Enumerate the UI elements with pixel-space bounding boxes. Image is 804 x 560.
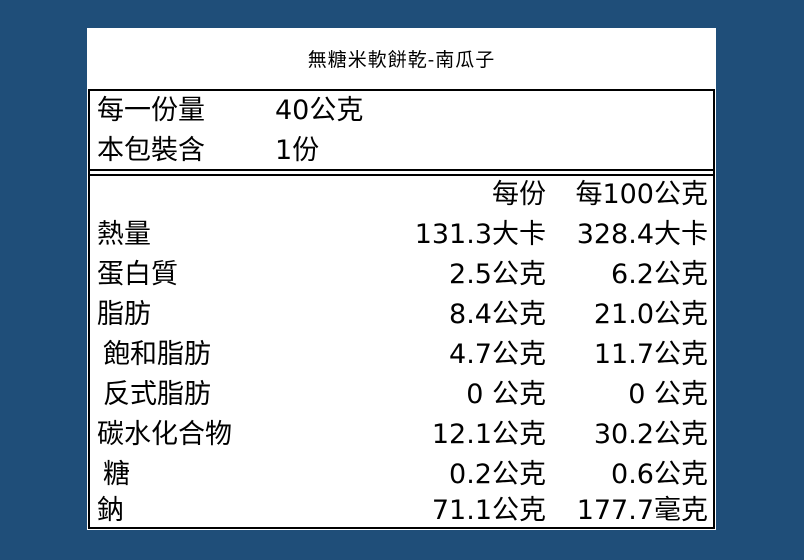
servings-per-package-label: 本包裝含 xyxy=(97,135,205,166)
nutrient-name: 鈉 xyxy=(97,495,124,526)
serving-info: 每一份量 40公克 本包裝含 1份 xyxy=(90,91,713,171)
nutrient-per-serving: 12.1公克 xyxy=(431,419,546,450)
nutrient-row: 糖 0.2公克 0.6公克 xyxy=(90,455,713,495)
nutrient-name: 脂肪 xyxy=(97,299,151,330)
nutrient-row: 熱量 131.3大卡 328.4大卡 xyxy=(90,215,713,255)
nutrition-label: 無糖米軟餅乾-南瓜子 每一份量 40公克 本包裝含 1份 每份 每100公克 熱… xyxy=(87,28,716,530)
column-header-per-100g: 每100公克 xyxy=(575,179,708,210)
serving-size-value: 40公克 xyxy=(275,95,364,126)
nutrient-row: 飽和脂肪 4.7公克 11.7公克 xyxy=(90,335,713,375)
serving-size-label: 每一份量 xyxy=(97,95,205,126)
nutrient-row: 碳水化合物 12.1公克 30.2公克 xyxy=(90,415,713,455)
nutrient-name: 糖 xyxy=(103,459,130,490)
nutrient-per-100g: 21.0公克 xyxy=(593,299,708,330)
nutrient-per-serving: 4.7公克 xyxy=(449,339,546,370)
nutrient-per-100g: 11.7公克 xyxy=(593,339,708,370)
nutrient-name: 熱量 xyxy=(97,219,151,250)
nutrient-per-100g: 328.4大卡 xyxy=(576,219,708,250)
product-title: 無糖米軟餅乾-南瓜子 xyxy=(307,48,496,71)
nutrient-per-100g: 0.6公克 xyxy=(611,459,708,490)
nutrient-per-100g: 6.2公克 xyxy=(611,259,708,290)
nutrient-per-serving: 0 公克 xyxy=(466,379,546,410)
nutrient-name: 反式脂肪 xyxy=(103,379,211,410)
nutrient-per-serving: 8.4公克 xyxy=(449,299,546,330)
nutrient-row: 鈉 71.1公克 177.7毫克 xyxy=(90,491,713,531)
section-divider xyxy=(90,174,713,176)
nutrient-per-100g: 30.2公克 xyxy=(593,419,708,450)
nutrition-table: 每一份量 40公克 本包裝含 1份 每份 每100公克 熱量 131.3大卡 3… xyxy=(88,89,715,529)
nutrient-row: 蛋白質 2.5公克 6.2公克 xyxy=(90,255,713,295)
nutrient-per-serving: 131.3大卡 xyxy=(414,219,546,250)
nutrient-per-serving: 2.5公克 xyxy=(449,259,546,290)
nutrient-per-serving: 71.1公克 xyxy=(431,495,546,526)
servings-per-package-value: 1份 xyxy=(275,135,320,166)
column-header-row: 每份 每100公克 xyxy=(90,175,713,215)
nutrient-name: 碳水化合物 xyxy=(97,419,232,450)
nutrient-per-100g: 0 公克 xyxy=(628,379,708,410)
nutrient-name: 飽和脂肪 xyxy=(103,339,211,370)
column-header-per-serving: 每份 xyxy=(492,179,546,210)
nutrient-per-100g: 177.7毫克 xyxy=(576,495,708,526)
nutrient-name: 蛋白質 xyxy=(97,259,178,290)
nutrient-per-serving: 0.2公克 xyxy=(449,459,546,490)
nutrient-row: 反式脂肪 0 公克 0 公克 xyxy=(90,375,713,415)
nutrient-row: 脂肪 8.4公克 21.0公克 xyxy=(90,295,713,335)
